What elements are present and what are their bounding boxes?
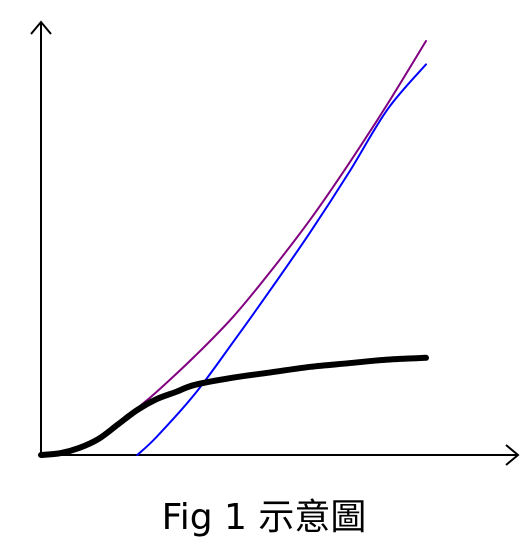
figure-caption: Fig 1 示意圖 (161, 497, 367, 538)
chart-axes (30, 20, 520, 466)
series-purple-line (40, 40, 427, 456)
y-axis-arrow (30, 20, 52, 35)
chart-figure (30, 20, 520, 466)
series-black-line (38, 354, 429, 458)
series-layer (38, 40, 429, 458)
x-axis-arrow (505, 444, 520, 466)
series-blue-line (136, 63, 427, 456)
